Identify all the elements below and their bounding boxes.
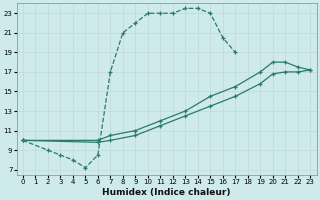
- X-axis label: Humidex (Indice chaleur): Humidex (Indice chaleur): [102, 188, 231, 197]
